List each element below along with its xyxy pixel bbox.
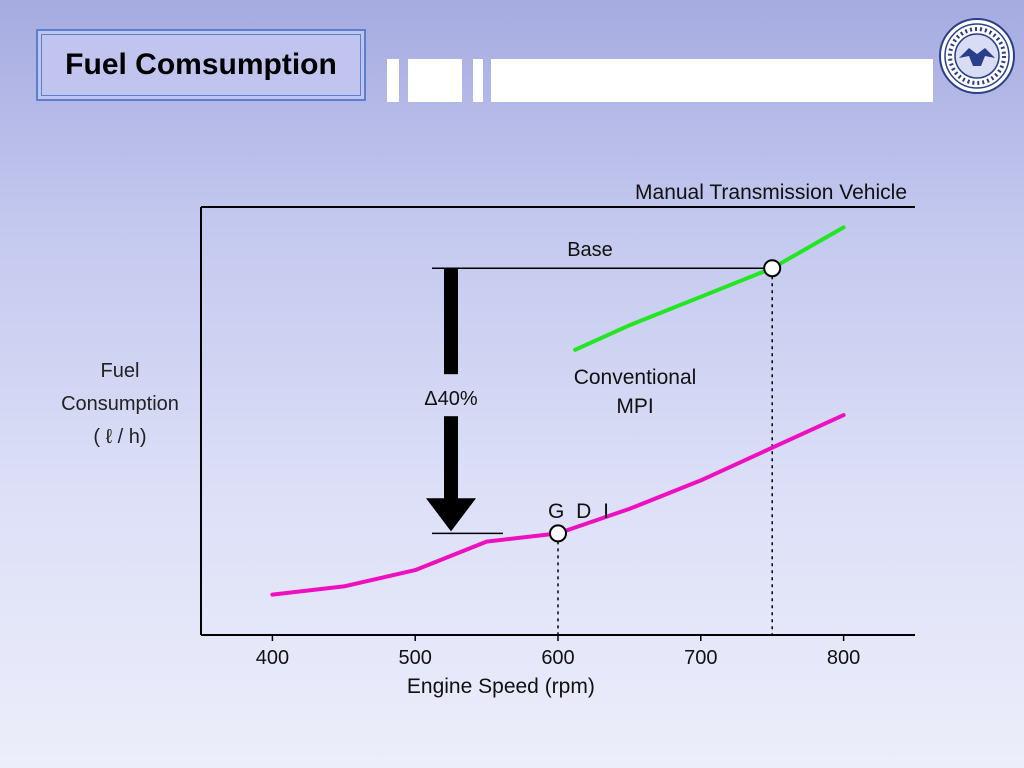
x-axis-label: Engine Speed (rpm) (407, 675, 595, 698)
series-label-conventional: Conventional (574, 366, 697, 389)
x-tick-label-800: 800 (827, 647, 860, 669)
x-tick-label-700: 700 (684, 647, 717, 669)
delta-label: Δ40% (424, 388, 478, 410)
y-axis-label-line-2: Consumption (61, 393, 179, 415)
gdi-point-marker (549, 524, 567, 543)
data-point-mpi-700 (699, 295, 703, 299)
decor-bar-4 (491, 59, 933, 102)
x-axis-ticks: 400 500 600 700 800 (256, 635, 860, 669)
data-point-mpi-612 (573, 348, 577, 352)
data-point-mpi-650 (627, 323, 631, 327)
decor-bar-1 (387, 59, 399, 102)
slide-title-box: Fuel Comsumption (36, 29, 366, 101)
base-label: Base (567, 239, 613, 261)
data-point-gdi-500 (413, 568, 417, 572)
series-line-conventional-mpi (573, 225, 846, 352)
delta-arrow-head (426, 498, 476, 532)
x-tick-label-400: 400 (256, 647, 289, 669)
data-point-gdi-750 (770, 446, 774, 450)
data-point-gdi-800 (842, 413, 846, 417)
data-point-gdi-700 (699, 478, 703, 482)
delta-arrow-shaft-bottom (444, 416, 458, 503)
university-seal-icon (939, 18, 1015, 94)
x-tick-label-600: 600 (541, 647, 574, 669)
delta-arrow-shaft-top (444, 268, 458, 375)
decor-bar-3 (473, 59, 483, 102)
data-point-gdi-450 (342, 584, 346, 588)
decor-bar-2 (408, 59, 462, 102)
series-points-gdi (270, 413, 846, 597)
data-point-gdi-400 (270, 593, 274, 597)
data-point-gdi-650 (627, 507, 631, 511)
y-axis-label-line-3: ( ℓ / h) (93, 426, 147, 448)
x-tick-label-500: 500 (399, 647, 432, 669)
chart-title: Manual Transmission Vehicle (635, 181, 907, 204)
series-label-mpi: MPI (616, 395, 653, 418)
data-point-mpi-800 (842, 225, 846, 229)
series-label-gdi: G D I (548, 500, 612, 523)
y-axis-label-line-1: Fuel (100, 360, 140, 382)
y-axis-label: Fuel Consumption ( ℓ / h) (40, 355, 200, 454)
base-point-marker (763, 259, 782, 278)
data-point-gdi-550 (485, 540, 489, 544)
